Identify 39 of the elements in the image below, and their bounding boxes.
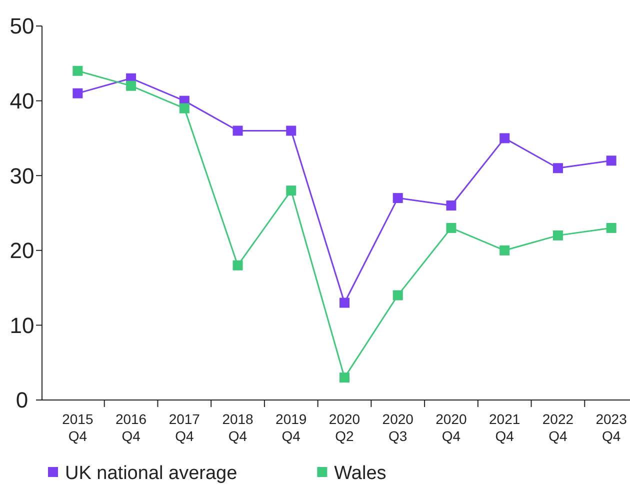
point <box>606 222 616 233</box>
point <box>552 163 563 174</box>
x-tick-label: 2022 Q4 <box>542 411 574 444</box>
x-tick-label: 2020 Q2 <box>328 411 360 444</box>
point <box>72 66 83 76</box>
x-tick-label: 2016 Q4 <box>115 411 147 444</box>
point <box>340 372 350 383</box>
y-tick-label: 30 <box>10 163 34 188</box>
x-tick-label: 2020 Q3 <box>382 411 414 444</box>
x-tick-label: 2020 Q4 <box>436 411 468 444</box>
point <box>126 80 136 91</box>
point <box>500 133 510 144</box>
x-tick-label: 2023 Q4 <box>596 411 628 444</box>
point <box>392 290 403 300</box>
y-tick-label: 10 <box>10 312 34 338</box>
x-tick-label: 2018 Q4 <box>222 411 254 444</box>
y-tick-label: 40 <box>10 88 34 114</box>
legend-label: Wales <box>334 463 386 484</box>
point <box>500 245 510 256</box>
point <box>392 193 403 204</box>
point <box>552 230 563 240</box>
point <box>606 156 616 166</box>
y-tick-label: 20 <box>10 238 34 264</box>
legend-label: UK national average <box>65 463 238 484</box>
point <box>446 200 456 211</box>
x-tick-label: 2017 Q4 <box>168 411 200 444</box>
y-tick-label: 0 <box>16 388 28 413</box>
x-tick-label: 2021 Q4 <box>489 411 520 444</box>
y-tick-label: 50 <box>10 14 34 39</box>
point <box>446 222 456 233</box>
point <box>340 298 350 308</box>
point <box>286 186 296 196</box>
point <box>72 88 83 98</box>
x-tick-label: 2019 Q4 <box>276 411 307 444</box>
x-tick-label: 2015 Q4 <box>62 411 94 444</box>
point <box>179 103 190 114</box>
point <box>232 260 243 270</box>
point <box>286 126 296 136</box>
point <box>232 126 243 136</box>
